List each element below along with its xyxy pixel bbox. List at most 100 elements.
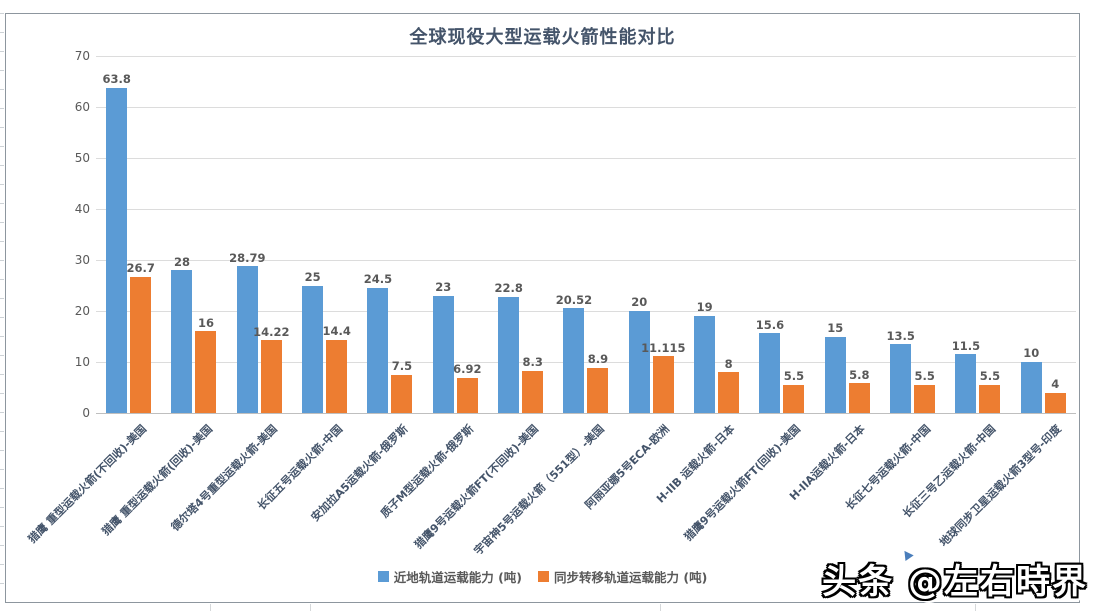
bar [652,356,674,413]
bar [824,336,846,413]
bar [1020,362,1042,413]
gridline [96,107,1076,108]
gridline [96,362,1076,363]
bar-value-label: 26.7 [126,261,155,276]
bar-column: 4 [1044,376,1066,413]
gridline [96,209,1076,210]
bar-column: 28.79 [229,251,266,413]
bar-value-label: 7.5 [391,359,413,374]
legend-swatch-icon [377,571,389,582]
bar-value-label: 5.5 [783,369,805,384]
y-tick-label: 30 [74,253,90,267]
plot-area: 63.8 26.7 28 16 28.79 14.22 25 14.4 24.5 7.5 23 6.9… [96,56,1076,414]
y-tick-label: 10 [74,355,90,369]
bar-value-label: 19 [696,300,713,315]
bar-column: 24.5 [364,273,392,413]
bar-group: 24.5 7.5 [357,56,422,413]
bar-column: 28 [171,254,193,413]
bar-column: 15 [824,320,846,413]
x-axis-labels: 猎鹰 重型运载火箭(不回收)-美国 猎鹰 重型运载火箭(回收)-美国 德尔塔4号重型… [26,421,1076,571]
bar-column: 8.3 [522,355,544,413]
bar [587,367,609,413]
x-category-label: 地球同步卫星运载火箭3型号-印度 [937,422,1064,550]
bar [522,370,544,413]
bar-column: 22.8 [494,282,523,413]
bar [498,296,520,413]
bar-column: 10 [1020,347,1042,413]
bar [195,331,217,413]
sheet-gridline [660,604,661,611]
bar-column: 15.6 [756,319,784,413]
bar-group: 22.8 8.3 [488,56,553,413]
bar-column: 8.9 [587,353,609,413]
bar-value-label: 22.8 [494,281,523,296]
y-axis: 0 10 20 30 40 50 60 70 [46,49,90,420]
bar [1044,392,1066,413]
legend-item: 同步转移轨道运载能力 (吨) [538,567,707,586]
bar-value-label: 5.5 [914,369,935,384]
bar-column: 25 [302,271,324,413]
bar-value-label: 63.8 [102,71,131,86]
bar [236,266,258,413]
bar [326,339,348,413]
x-category-label: 猎鹰9号运载火箭FT(不回收)-美国 [412,422,542,552]
bar-value-label: 28 [173,254,190,269]
bar-group: 28.79 14.22 [227,56,292,413]
y-tick-label: 0 [82,406,90,420]
bar-value-label: 6.92 [453,362,482,377]
bar-group: 19 8 [684,56,749,413]
sheet-gridline [975,604,976,611]
bar-value-label: 23 [435,280,452,295]
legend: 近地轨道运载能力 (吨) 同步转移轨道运载能力 (吨) [6,567,1079,586]
bar-value-label: 15.6 [755,317,785,332]
gridline [96,260,1076,261]
gridline [96,158,1076,159]
bar [890,344,912,413]
bar [260,340,282,413]
bar-value-label: 15 [827,320,844,335]
bar-group: 20.52 8.9 [553,56,618,413]
bar-value-label: 5.5 [979,369,1001,384]
legend-label: 同步转移轨道运载能力 (吨) [554,570,708,585]
bar-group: 20 11.115 [619,56,686,413]
watermark: 头条 @左右時界 [822,562,1088,602]
bar [955,354,977,413]
bar-column: 5.5 [783,369,805,413]
bar-column: 19 [694,300,716,413]
y-tick-label: 40 [74,202,90,216]
bar [914,384,936,413]
bar-column: 26.7 [126,262,155,413]
x-category-label: 猎鹰9号运载火箭FT(回收)-美国 [681,422,803,544]
bar-value-label: 24.5 [363,272,393,287]
bar-value-label: 14.22 [253,324,290,339]
y-tick-label: 70 [74,49,90,63]
bar [979,384,1001,413]
bar [171,270,193,413]
bar-column: 5.5 [914,369,936,413]
bar [694,316,716,413]
bar-value-label: 11.115 [641,340,686,355]
gridline [96,56,1076,57]
bar-column: 5.8 [848,369,870,413]
bar [628,311,650,413]
bar-value-label: 20 [631,295,648,310]
legend-label: 近地轨道运载能力 (吨) [393,570,522,585]
bar-column: 23 [432,280,454,413]
bar [456,377,478,413]
bar-value-label: 13.5 [886,328,915,343]
bar-column: 5.5 [979,369,1001,413]
sheet-gridline [210,604,211,611]
bar [367,288,389,413]
bar-column: 16 [195,315,217,413]
bar-column: 6.92 [453,363,482,413]
bar-value-label: 8.3 [522,355,543,370]
bar-value-label: 11.5 [951,338,981,353]
bar-value-label: 4 [1051,376,1060,391]
sheet-gridline [310,604,311,611]
bar-value-label: 28.79 [229,250,266,265]
y-tick-label: 20 [74,304,90,318]
gridline [96,311,1076,312]
y-tick-label: 50 [74,151,90,165]
bar-group: 28 16 [161,56,226,413]
bar-value-label: 16 [197,315,214,330]
